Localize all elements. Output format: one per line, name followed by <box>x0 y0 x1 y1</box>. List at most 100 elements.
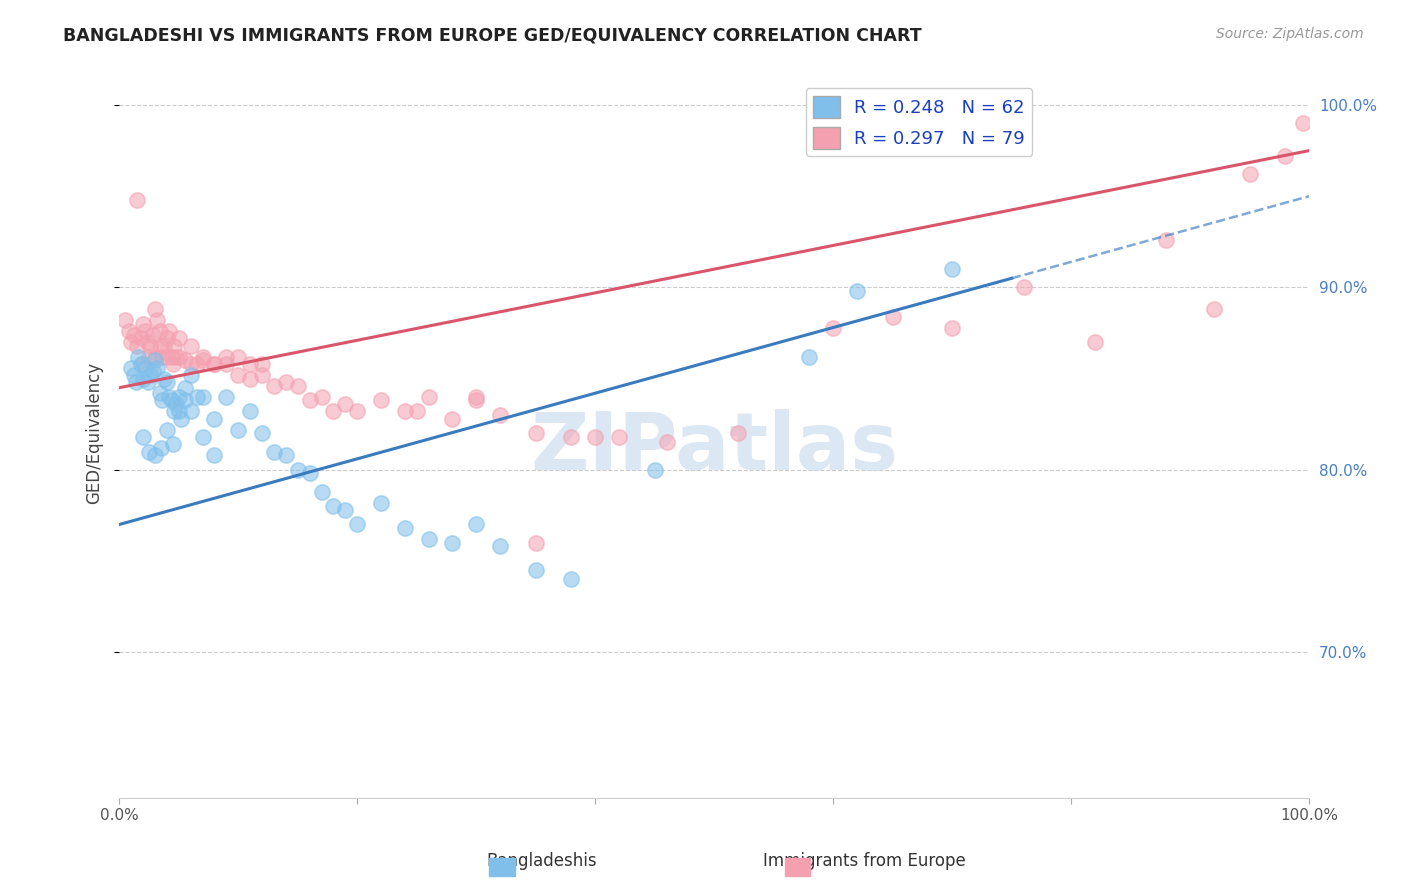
Point <box>204 357 226 371</box>
Point <box>727 426 749 441</box>
Point <box>114 313 136 327</box>
Point <box>335 503 357 517</box>
Point <box>465 517 488 532</box>
Point <box>180 368 202 382</box>
Point <box>157 390 180 404</box>
Point <box>180 357 202 371</box>
Point <box>136 335 159 350</box>
Point <box>204 357 226 371</box>
Point <box>298 467 321 481</box>
Point <box>162 437 184 451</box>
Point <box>655 435 678 450</box>
Point <box>149 339 172 353</box>
Point <box>1239 167 1261 181</box>
Point <box>239 404 262 418</box>
Point <box>122 327 145 342</box>
Point <box>823 320 845 334</box>
Point <box>173 353 195 368</box>
Point <box>274 448 297 462</box>
Point <box>226 423 249 437</box>
Text: Bangladeshis: Bangladeshis <box>486 852 596 870</box>
Point <box>298 393 321 408</box>
Point <box>139 339 162 353</box>
Point <box>287 379 309 393</box>
Point <box>322 500 344 514</box>
Point <box>524 535 547 549</box>
Point <box>150 393 173 408</box>
Point <box>153 339 176 353</box>
Point <box>167 404 190 418</box>
Point <box>173 393 195 408</box>
Point <box>322 404 344 418</box>
Point <box>191 430 214 444</box>
Point <box>370 495 392 509</box>
Point <box>263 444 285 458</box>
Point <box>250 368 273 382</box>
Point <box>118 324 141 338</box>
Point <box>489 540 512 554</box>
Point <box>441 411 464 425</box>
Point <box>167 350 190 364</box>
Point <box>139 368 162 382</box>
Point <box>1202 302 1225 317</box>
Point <box>882 310 904 324</box>
Point <box>150 350 173 364</box>
Point <box>138 350 160 364</box>
Point <box>186 390 208 404</box>
Point <box>287 463 309 477</box>
Point <box>311 484 333 499</box>
Point <box>149 441 172 455</box>
Point <box>524 563 547 577</box>
Point <box>215 390 238 404</box>
Point <box>143 353 166 368</box>
Point <box>122 368 145 382</box>
Point <box>134 360 156 375</box>
Point <box>149 324 172 338</box>
Point <box>127 350 149 364</box>
Point <box>191 350 214 364</box>
Point <box>226 368 249 382</box>
Point <box>146 360 169 375</box>
Point <box>346 404 368 418</box>
Point <box>132 317 155 331</box>
Point <box>142 364 165 378</box>
Point <box>418 390 440 404</box>
Point <box>191 353 214 368</box>
Point <box>1012 280 1035 294</box>
Point <box>125 376 148 390</box>
Point <box>156 423 179 437</box>
Point <box>335 397 357 411</box>
Point <box>173 381 195 395</box>
Point <box>583 430 606 444</box>
Point <box>204 411 226 425</box>
Point <box>160 350 183 364</box>
Point <box>394 521 416 535</box>
Point <box>941 262 963 277</box>
Point <box>1084 335 1107 350</box>
Point <box>465 393 488 408</box>
Point <box>560 430 582 444</box>
Point <box>1292 116 1315 130</box>
Point <box>180 339 202 353</box>
Point <box>132 357 155 371</box>
Point <box>138 444 160 458</box>
Legend: R = 0.248   N = 62, R = 0.297   N = 79: R = 0.248 N = 62, R = 0.297 N = 79 <box>806 88 1032 156</box>
Point <box>215 350 238 364</box>
Point <box>134 324 156 338</box>
Point <box>170 411 193 425</box>
Point <box>129 357 152 371</box>
Point <box>346 517 368 532</box>
Point <box>394 404 416 418</box>
Point <box>146 313 169 327</box>
Point <box>160 393 183 408</box>
Point <box>129 331 152 345</box>
Point <box>163 404 186 418</box>
Point <box>489 408 512 422</box>
Point <box>644 463 666 477</box>
Point <box>149 386 172 401</box>
Point <box>132 371 155 385</box>
Point <box>167 390 190 404</box>
Point <box>226 350 249 364</box>
Point <box>405 404 427 418</box>
Point <box>941 320 963 334</box>
